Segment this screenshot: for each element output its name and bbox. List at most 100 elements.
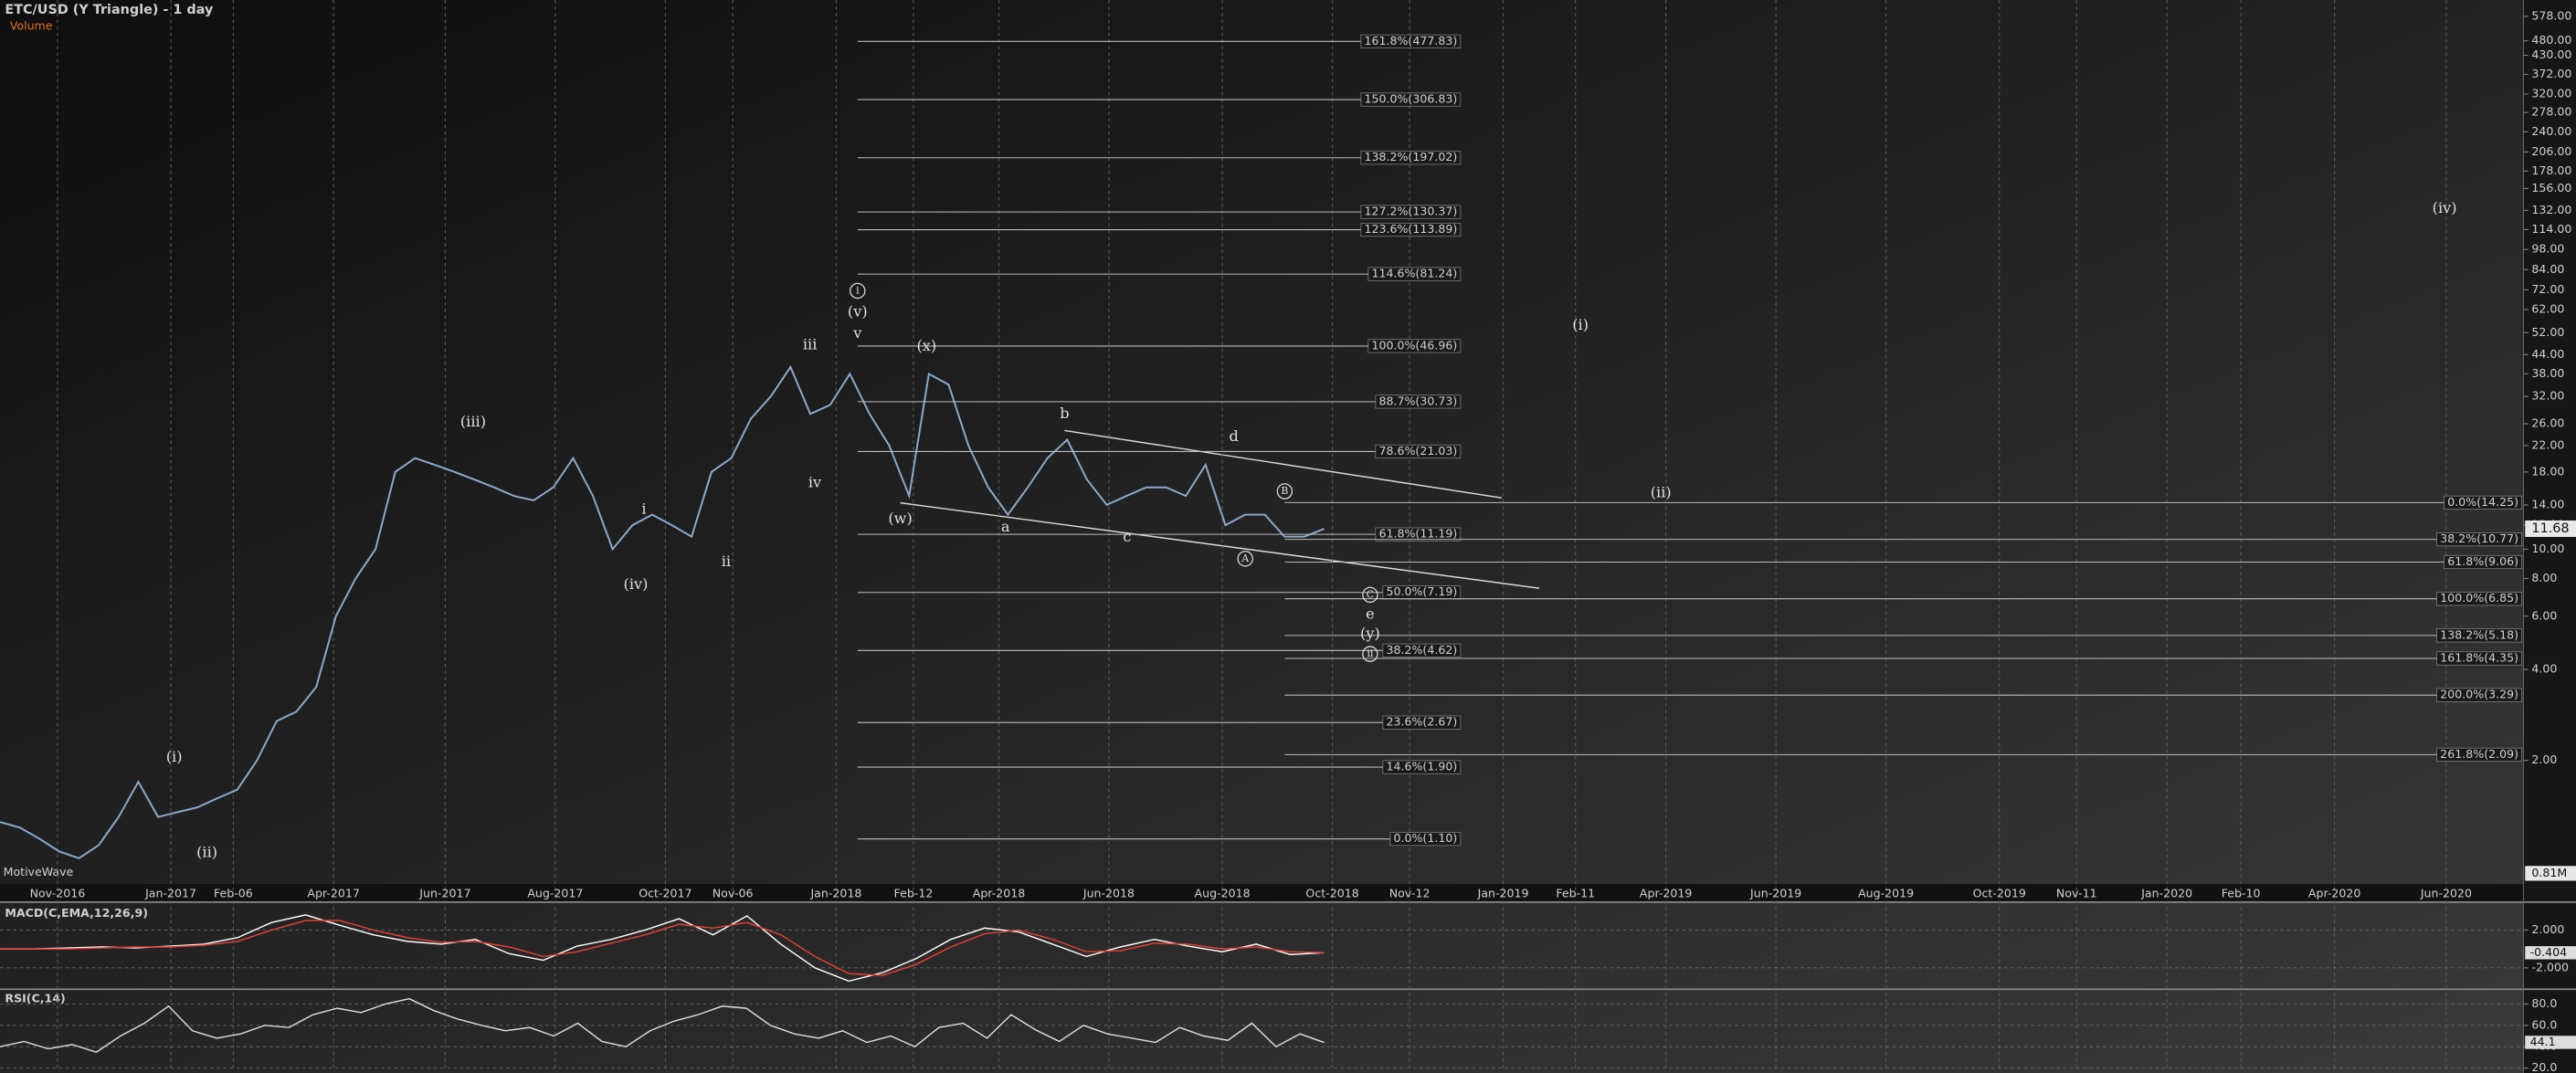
wave-circle xyxy=(1362,646,1378,662)
fib-label-box xyxy=(2444,554,2523,570)
fib-label: 200.0%(3.29) xyxy=(2440,688,2518,701)
volume-box xyxy=(2525,866,2576,881)
series-line xyxy=(0,920,1325,976)
y-tick-label: 72.00 xyxy=(2531,282,2564,296)
y-tick-label: 62.00 xyxy=(2531,301,2564,315)
x-tick-label: Feb-10 xyxy=(2222,886,2261,899)
wave-label: i xyxy=(856,284,860,296)
fib-label: 38.2%(4.62) xyxy=(1386,643,1457,657)
y-tick-label: 14.00 xyxy=(2531,497,2564,510)
y-tick-label: 372.00 xyxy=(2531,67,2571,80)
series-line xyxy=(0,364,1325,859)
x-tick-label: Jun-2018 xyxy=(1082,886,1135,899)
x-tick-label: Oct-2017 xyxy=(639,886,692,899)
fib-label-box xyxy=(2436,628,2523,643)
x-tick-label: Jan-2019 xyxy=(1477,886,1529,899)
fib-label-box xyxy=(1382,760,1462,774)
y-tick-label: 480.00 xyxy=(2531,33,2571,47)
fib-label: 0.0%(14.25) xyxy=(2447,495,2518,509)
wave-label: (iv) xyxy=(624,575,649,593)
y-tick-label: 206.00 xyxy=(2531,144,2571,158)
y-tick-label: 132.00 xyxy=(2531,203,2571,216)
wave-label: (iv) xyxy=(2433,199,2457,216)
wave-label: b xyxy=(1060,405,1069,422)
y-tick-label: 44.00 xyxy=(2531,347,2564,361)
wave-circle xyxy=(1362,586,1378,604)
x-tick-label: Oct-2018 xyxy=(1305,886,1358,899)
fib-label-box xyxy=(1375,444,1462,458)
fib-label: 127.2%(130.37) xyxy=(1364,205,1457,218)
x-tick-label: Jan-2017 xyxy=(144,886,196,899)
fib-label: 100.0%(46.96) xyxy=(1371,338,1457,352)
fib-label-box xyxy=(2436,747,2523,762)
volume-label: Volume xyxy=(10,18,53,32)
wave-label: a xyxy=(1001,518,1010,535)
wave-label: (i) xyxy=(166,748,183,765)
x-tick-label: Jun-2017 xyxy=(418,886,470,899)
y-tick-label: 18.00 xyxy=(2531,464,2564,478)
fib-label: 161.8%(477.83) xyxy=(1364,34,1457,47)
fib-label-box xyxy=(1367,339,1462,353)
last-value-box xyxy=(2525,946,2576,960)
y-tick-label: 430.00 xyxy=(2531,47,2571,61)
fib-label: 261.8%(2.09) xyxy=(2440,747,2518,761)
x-tick-label: Jan-2018 xyxy=(809,886,861,899)
fib-label: 123.6%(113.89) xyxy=(1364,222,1457,236)
fib-label-box xyxy=(1375,527,1462,542)
trendline xyxy=(900,501,1540,589)
last-value-label: 44.1 xyxy=(2530,1035,2556,1048)
fib-label-box xyxy=(2436,592,2523,606)
fib-label: 78.6%(21.03) xyxy=(1378,444,1457,458)
wave-label: (ii) xyxy=(1651,483,1672,500)
fib-label-box xyxy=(1360,222,1462,237)
fib-label: 14.6%(1.90) xyxy=(1386,760,1457,773)
fib-label: 161.8%(4.35) xyxy=(2440,650,2518,664)
last-value-box xyxy=(2525,1036,2576,1049)
x-tick-label: Jan-2020 xyxy=(2140,886,2192,899)
x-tick-label: Nov-06 xyxy=(713,886,754,899)
x-tick-label: Apr-2019 xyxy=(1640,886,1693,899)
wave-label: iii xyxy=(803,335,818,352)
wave-label: c xyxy=(1123,528,1131,545)
fib-label: 23.6%(2.67) xyxy=(1386,715,1457,729)
wave-label: ii xyxy=(722,552,731,570)
x-tick-label: Feb-11 xyxy=(1556,886,1595,899)
fib-label: 138.2%(5.18) xyxy=(2440,627,2518,641)
wave-label: (w) xyxy=(888,510,912,527)
y-tick-label: 52.00 xyxy=(2531,325,2564,339)
fib-label: 88.7%(30.73) xyxy=(1378,394,1457,407)
fib-label-box xyxy=(2436,688,2523,702)
wave-label: A xyxy=(1240,552,1249,564)
series-line xyxy=(0,997,1325,1053)
fib-label-box xyxy=(2436,532,2523,547)
fib-label-box xyxy=(1360,151,1462,165)
watermark: MotiveWave xyxy=(4,865,74,878)
fib-label: 61.8%(9.06) xyxy=(2447,554,2518,568)
wave-label: (v) xyxy=(848,302,868,320)
fib-label: 61.8%(11.19) xyxy=(1378,527,1457,541)
fib-label-box xyxy=(1389,832,1462,847)
y-tick-label: 26.00 xyxy=(2531,416,2564,429)
wave-label: e xyxy=(1366,605,1375,622)
fib-label: 0.0%(1.10) xyxy=(1393,831,1457,845)
y-tick-label: 8.00 xyxy=(2531,571,2557,584)
fib-label-box xyxy=(2436,651,2523,666)
wave-label: C xyxy=(1367,588,1374,600)
wave-label: (iii) xyxy=(460,413,486,430)
x-tick-label: Jun-2019 xyxy=(1749,886,1801,899)
wave-circle xyxy=(1237,551,1253,567)
fib-label-box xyxy=(1367,267,1462,281)
y-tick-label: 4.00 xyxy=(2531,662,2557,676)
y-tick-label: 114.00 xyxy=(2531,222,2571,236)
fib-label-box xyxy=(1360,34,1462,48)
last-volume-label: 0.81M xyxy=(2531,866,2567,879)
x-tick-label: Nov-11 xyxy=(2056,886,2097,899)
x-tick-label: Oct-2019 xyxy=(1973,886,2026,899)
trendline xyxy=(1064,429,1502,499)
x-tick-label: Nov-2016 xyxy=(30,886,86,899)
wave-label: ii xyxy=(1367,647,1373,659)
y-tick-label: 80.0 xyxy=(2531,996,2557,1010)
x-tick-label: Feb-06 xyxy=(214,886,253,899)
